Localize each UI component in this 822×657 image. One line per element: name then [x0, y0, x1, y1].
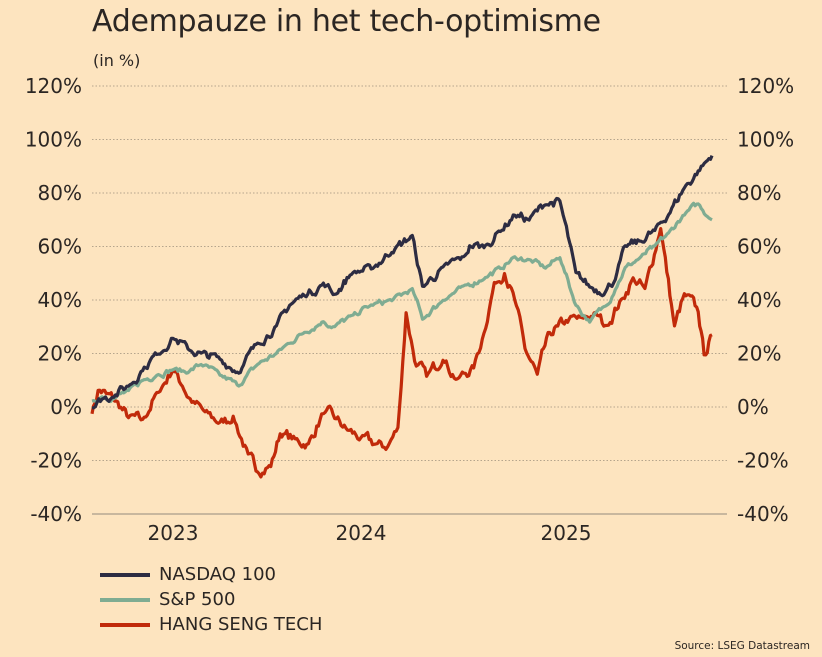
y-tick-label-left: 120%	[25, 74, 82, 98]
legend-item-sp500: S&P 500	[100, 587, 322, 612]
hang-seng-tech-line	[90, 227, 713, 479]
legend-swatch-nasdaq	[100, 572, 150, 577]
y-tick-label-left: -20%	[30, 449, 82, 473]
x-tick-label: 2024	[336, 521, 387, 545]
chart-subtitle: (in %)	[93, 51, 141, 70]
y-tick-label-left: 0%	[50, 395, 82, 419]
gridlines	[92, 85, 727, 515]
legend-label-nasdaq: NASDAQ 100	[159, 564, 276, 585]
y-tick-label-right: 20%	[737, 342, 781, 366]
chart-title: Adempauze in het tech-optimisme	[92, 4, 601, 39]
sp-500-line	[91, 201, 713, 404]
y-tick-label-right: 60%	[737, 235, 781, 259]
x-tick-label: 2025	[541, 521, 592, 545]
series-lines	[90, 154, 714, 479]
x-axis: 2023 2024 2025	[148, 521, 592, 545]
y-axis-left: 120% 100% 80% 60% 40% 20% 0% -20% -40%	[25, 74, 82, 526]
y-tick-label-left: 60%	[38, 235, 82, 259]
legend-item-hangseng: HANG SENG TECH	[100, 612, 322, 637]
y-tick-label-right: 0%	[737, 395, 769, 419]
legend: NASDAQ 100 S&P 500 HANG SENG TECH	[100, 562, 322, 637]
y-tick-label-left: -40%	[30, 502, 82, 526]
legend-label-sp500: S&P 500	[159, 589, 236, 610]
y-tick-label-right: 40%	[737, 288, 781, 312]
legend-swatch-sp500	[100, 597, 150, 602]
y-tick-label-left: 40%	[38, 288, 82, 312]
y-tick-label-right: 80%	[737, 181, 781, 205]
y-tick-label-left: 80%	[38, 181, 82, 205]
nasdaq-100-line	[91, 154, 714, 410]
legend-label-hangseng: HANG SENG TECH	[159, 614, 323, 635]
y-tick-label-left: 20%	[38, 342, 82, 366]
y-axis-right: 120% 100% 80% 60% 40% 20% 0% -20% -40%	[737, 74, 794, 526]
y-tick-label-right: 100%	[737, 128, 794, 152]
y-tick-label-right: -40%	[737, 502, 789, 526]
legend-swatch-hangseng	[100, 622, 150, 627]
y-tick-label-left: 100%	[25, 128, 82, 152]
y-tick-label-right: -20%	[737, 449, 789, 473]
legend-item-nasdaq: NASDAQ 100	[100, 562, 322, 587]
source-note: Source: LSEG Datastream	[674, 640, 810, 652]
y-tick-label-right: 120%	[737, 74, 794, 98]
x-tick-label: 2023	[148, 521, 199, 545]
